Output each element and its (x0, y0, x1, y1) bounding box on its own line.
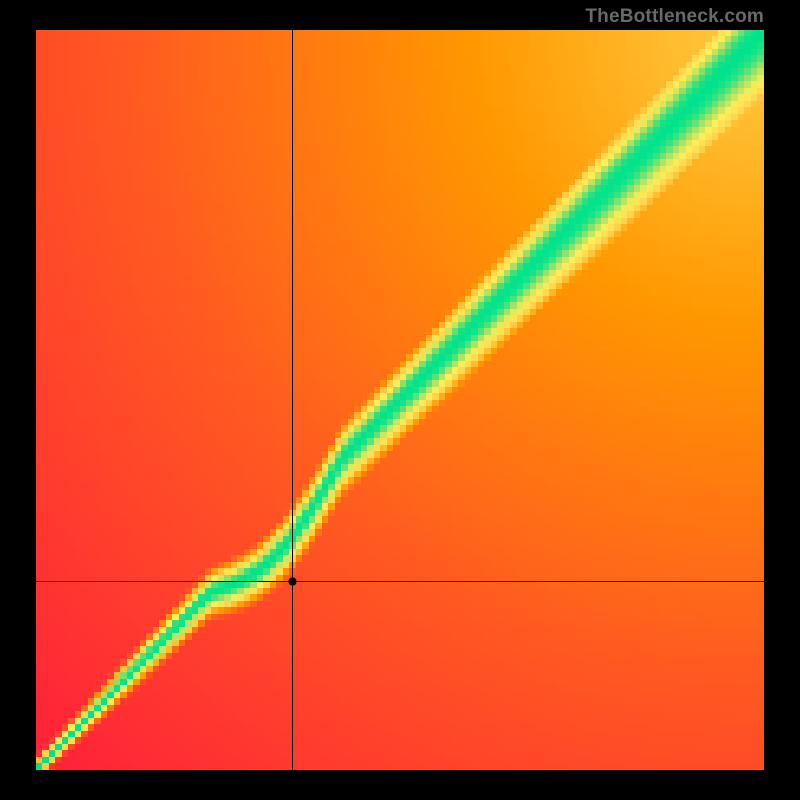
chart-container: TheBottleneck.com (0, 0, 800, 800)
watermark-text: TheBottleneck.com (585, 6, 764, 28)
heatmap-plot (36, 30, 764, 770)
heatmap-canvas (36, 30, 764, 770)
